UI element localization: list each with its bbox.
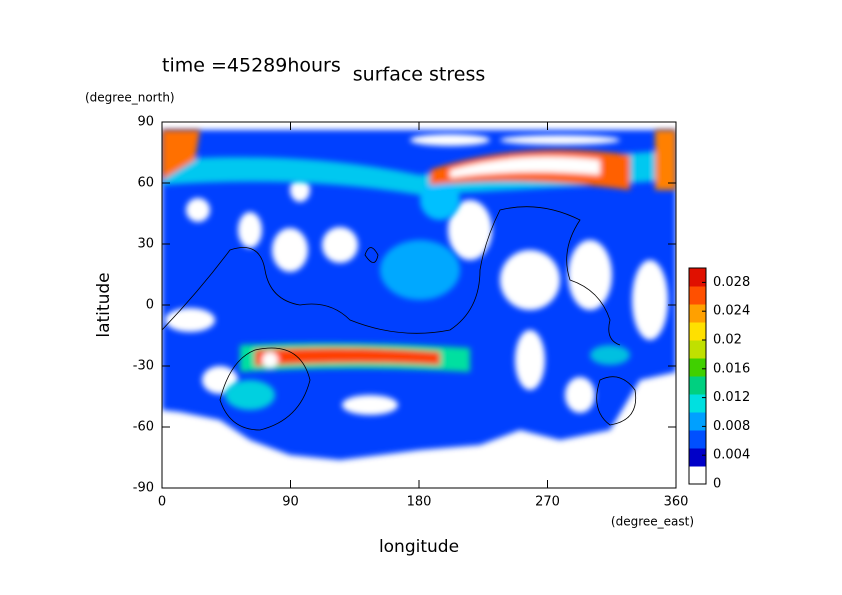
colorbar-swatch (689, 376, 706, 395)
contour-field (162, 130, 676, 460)
x-unit: (degree_east) (611, 515, 694, 529)
x-axis-label: longitude (379, 537, 459, 557)
colorbar-tick-label: 0 (713, 477, 721, 492)
x-tick-label: 270 (535, 495, 560, 510)
x-tick-label: 90 (282, 495, 299, 510)
y-tick-label: -60 (133, 420, 154, 435)
x-tick-label: 180 (407, 495, 432, 510)
colorbar-swatch (689, 448, 706, 467)
colorbar-tick-label: 0.012 (713, 390, 750, 405)
colorbar-tick-label: 0.008 (713, 419, 750, 434)
colorbar-swatch (689, 304, 706, 323)
colorbar-swatch (689, 268, 706, 287)
y-tick-label: 60 (137, 176, 154, 191)
colorbar-frame (688, 267, 707, 485)
colorbar-swatch (689, 340, 706, 359)
y-tick-label: 0 (146, 298, 154, 313)
colorbar-tick-label: 0.02 (713, 333, 742, 348)
x-tick-label: 360 (664, 495, 689, 510)
colorbar-swatch (689, 286, 706, 305)
colorbar-tick-label: 0.024 (713, 304, 750, 319)
field-highs (162, 130, 676, 410)
y-tick-label: 90 (137, 115, 154, 130)
y-unit: (degree_north) (85, 91, 175, 105)
coastlines (162, 206, 637, 431)
y-tick-label: -90 (133, 481, 154, 496)
colorbar-swatch (689, 358, 706, 377)
y-axis-label: latitude (94, 272, 114, 337)
colorbar-swatch (689, 412, 706, 431)
y-tick-label: -30 (133, 359, 154, 374)
colorbar-swatch (689, 394, 706, 413)
colorbar-swatch (689, 322, 706, 341)
x-tick-label: 0 (158, 495, 166, 510)
subtitle: time =45289hours (162, 55, 341, 77)
colorbar-tick-label: 0.028 (713, 275, 750, 290)
colorbar-tick-label: 0.004 (713, 448, 750, 463)
y-tick-label: 30 (137, 237, 154, 252)
chart-title: surface stress (353, 64, 486, 86)
colorbar-swatch (689, 466, 706, 485)
field-gaps (165, 134, 668, 415)
colorbar-swatch (689, 430, 706, 449)
colorbar-tick-label: 0.016 (713, 361, 750, 376)
